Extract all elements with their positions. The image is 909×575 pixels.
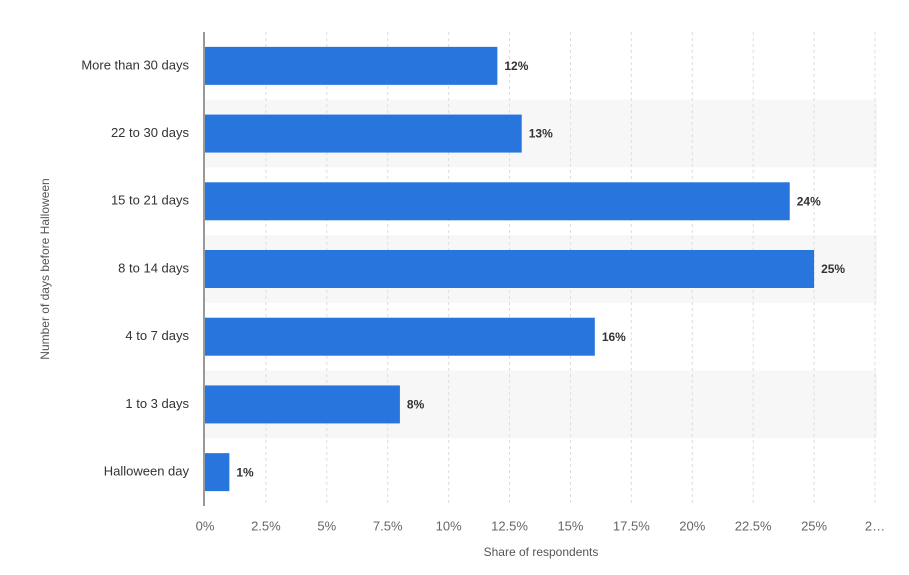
x-tick-label: 10%: [436, 518, 462, 533]
bar: [205, 317, 595, 356]
x-tick-label: 2…: [865, 518, 885, 533]
x-tick-label: 7.5%: [373, 518, 403, 533]
x-tick-label: 25%: [801, 518, 827, 533]
y-axis-label: Number of days before Halloween: [38, 178, 52, 359]
data-label: 24%: [797, 194, 821, 208]
data-label: 1%: [236, 465, 254, 479]
y-tick-label: 8 to 14 days: [118, 260, 189, 275]
x-tick-label: 15%: [557, 518, 583, 533]
data-label: 16%: [602, 330, 626, 344]
bar: [205, 46, 498, 85]
data-label: 12%: [504, 59, 528, 73]
y-tick-label: 1 to 3 days: [125, 396, 189, 411]
data-label: 8%: [407, 398, 425, 412]
data-label: 25%: [821, 262, 845, 276]
y-tick-label: 4 to 7 days: [125, 328, 189, 343]
x-tick-label: 20%: [679, 518, 705, 533]
y-tick-label: 15 to 21 days: [111, 193, 190, 208]
data-label: 13%: [529, 127, 553, 141]
x-tick-label: 22.5%: [735, 518, 772, 533]
x-axis-label: Share of respondents: [484, 545, 599, 559]
y-tick-label: More than 30 days: [81, 57, 189, 72]
bar: [205, 182, 790, 221]
x-tick-label: 2.5%: [251, 518, 281, 533]
bar: [205, 250, 815, 288]
bar: [205, 385, 400, 424]
bar: [205, 114, 522, 153]
y-tick-label: Halloween day: [104, 464, 190, 479]
x-tick-label: 17.5%: [613, 518, 650, 533]
bar: [205, 453, 230, 492]
y-tick-label: 22 to 30 days: [111, 125, 190, 140]
x-tick-label: 5%: [317, 518, 336, 533]
x-tick-label: 0%: [196, 518, 215, 533]
x-tick-label: 12.5%: [491, 518, 528, 533]
